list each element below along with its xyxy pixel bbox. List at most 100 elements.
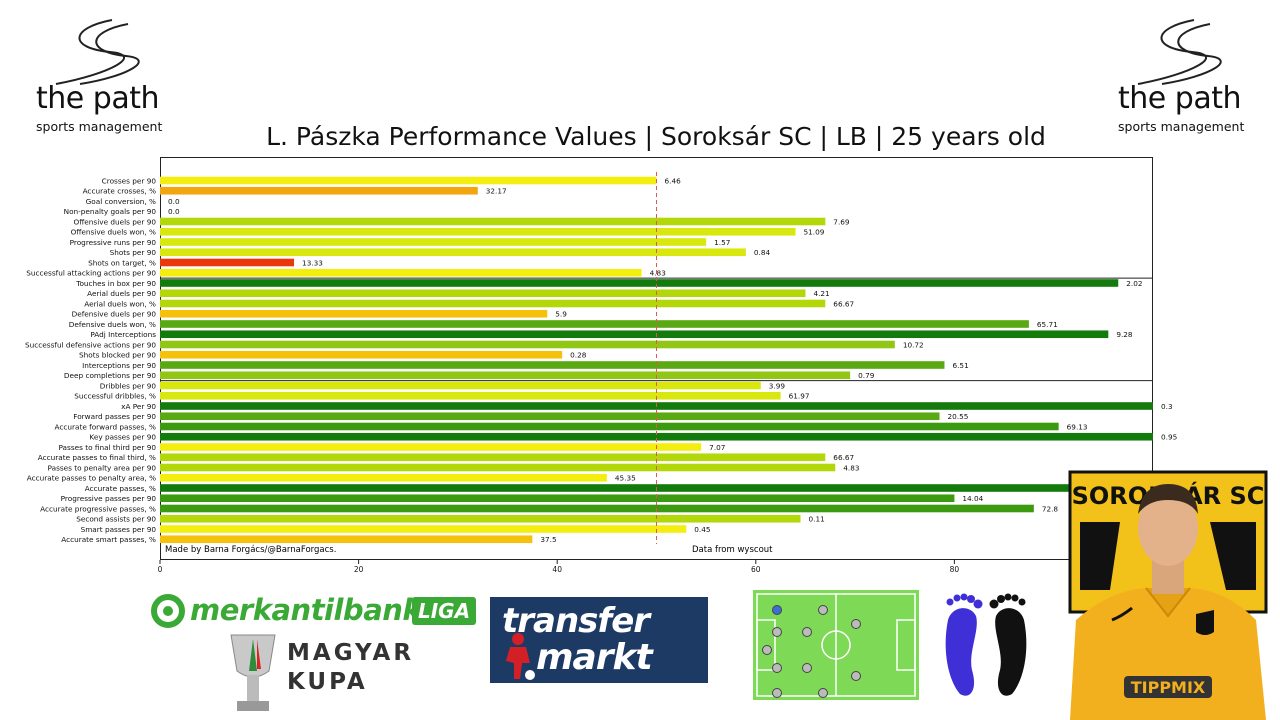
merkantil-liga-badge: LIGA (412, 597, 477, 625)
bar-value-10: 2.02 (1126, 279, 1142, 288)
x-tick-label-2: 40 (552, 565, 562, 574)
bar-8 (160, 258, 295, 267)
bar-value-1: 32.17 (486, 187, 507, 196)
bar-29 (160, 473, 607, 482)
bar-31 (160, 494, 955, 503)
bar-18 (160, 361, 945, 369)
tm-line-2: markt (536, 637, 653, 678)
bar-13 (160, 309, 548, 318)
preferred-foot-icon (945, 593, 1027, 696)
bar-label-9: Successful attacking actions per 90 (26, 269, 156, 278)
bar-16 (160, 340, 895, 349)
bar-6 (160, 238, 707, 246)
bar-21 (160, 391, 781, 400)
bar-label-19: Deep completions per 90 (64, 371, 156, 380)
bar-label-29: Accurate passes to penalty area, % (27, 474, 156, 483)
bar-label-15: PAdj Interceptions (90, 330, 156, 339)
kupa-text: MAGYAR KUPA (287, 639, 414, 697)
bar-value-4: 7.69 (833, 217, 850, 226)
performance-bar-chart: Crosses per 90 6.46 Accurate crosses, % 32.… (25, 157, 1177, 574)
bar-value-18: 6.51 (952, 361, 968, 370)
x-axis: 0 20 40 60 80 (158, 560, 960, 574)
bar-value-29: 45.35 (615, 474, 636, 483)
bar-value-20: 3.99 (769, 381, 786, 390)
bar-label-3: Non-penalty goals per 90 (64, 207, 157, 216)
bar-label-25: Key passes per 90 (89, 433, 156, 442)
bar-label-34: Smart passes per 90 (81, 525, 157, 534)
bar-value-6: 1.57 (714, 238, 731, 247)
bar-value-17: 0.28 (570, 351, 587, 360)
bar-value-34: 0.45 (694, 525, 710, 534)
bottom-logos: merkantilbank LIGA MAGYAR KUPA transfer … (0, 585, 1280, 720)
x-tick-label-1: 20 (354, 565, 364, 574)
bar-value-22: 0.3 (1161, 402, 1173, 411)
bar-23 (160, 412, 940, 421)
bar-12 (160, 299, 826, 308)
bar-label-6: Progressive runs per 90 (70, 238, 157, 247)
bar-value-11: 4.21 (813, 289, 829, 298)
bar-35 (160, 535, 533, 544)
bar-label-21: Successful dribbles, % (74, 392, 156, 401)
bar-label-23: Forward passes per 90 (73, 412, 156, 421)
bar-value-9: 4.83 (650, 269, 667, 278)
chart-title: L. Pászka Performance Values | Soroksár … (266, 122, 1046, 151)
bar-14 (160, 320, 1029, 328)
merkantilbank-liga-logo: merkantilbank LIGA (150, 591, 477, 631)
the-path-logo-right: the path sports management (1110, 18, 1250, 138)
bar-value-16: 10.72 (903, 340, 924, 349)
tm-line-1: transfer (502, 601, 650, 641)
bar-value-31: 14.04 (962, 494, 983, 503)
bar-label-8: Shots on target, % (88, 258, 156, 267)
bar-0 (160, 176, 657, 185)
bar-label-31: Progressive passes per 90 (61, 494, 157, 503)
bar-value-14: 65.71 (1037, 320, 1058, 329)
x-tick-label-4: 80 (950, 565, 960, 574)
bar-value-13: 5.9 (555, 310, 567, 319)
swoosh-icon (1137, 19, 1222, 85)
bar-label-33: Second assists per 90 (76, 515, 156, 524)
player-photo: SOROKSÁR SC TIPPMIX (1068, 470, 1268, 720)
bar-value-19: 0.79 (858, 371, 875, 380)
swoosh-icon (55, 19, 140, 85)
bar-10 (160, 279, 1119, 287)
bar-value-26: 7.07 (709, 443, 726, 452)
bar-value-27: 66.67 (833, 453, 854, 462)
transfermarkt-logo: transfer markt (490, 597, 708, 683)
merkantil-ring-icon (151, 594, 185, 628)
bar-9 (160, 268, 642, 277)
bar-28 (160, 463, 836, 472)
bar-value-21: 61.97 (789, 392, 810, 401)
bar-17 (160, 350, 563, 359)
bar-5 (160, 227, 796, 236)
bar-label-35: Accurate smart passes, % (61, 535, 156, 544)
bar-value-32: 72.8 (1042, 504, 1059, 513)
kupa-line-2: KUPA (287, 668, 368, 695)
bar-1 (160, 186, 478, 195)
bar-4 (160, 217, 826, 226)
bar-label-24: Accurate forward passes, % (54, 422, 156, 431)
jersey-sponsor: TIPPMIX (1131, 678, 1206, 697)
bar-label-10: Touches in box per 90 (75, 279, 156, 288)
bar-value-5: 51.09 (804, 228, 825, 237)
bar-value-24: 69.13 (1067, 422, 1088, 431)
bar-27 (160, 453, 826, 462)
bar-value-23: 20.55 (948, 412, 969, 421)
merkantil-text: merkantilbank (190, 593, 422, 627)
bar-label-11: Aerial duels per 90 (87, 289, 156, 298)
bar-value-2: 0.0 (168, 197, 180, 206)
bar-value-28: 4.83 (843, 463, 860, 472)
bar-value-35: 37.5 (540, 535, 556, 544)
bar-34 (160, 525, 687, 533)
bar-15 (160, 330, 1109, 339)
bar-7 (160, 248, 746, 257)
bar-label-22: xA Per 90 (121, 402, 156, 411)
bar-label-26: Passes to final third per 90 (58, 443, 156, 452)
bar-label-4: Offensive duels per 90 (74, 217, 157, 226)
bar-label-27: Accurate passes to final third, % (38, 453, 156, 462)
bar-label-1: Accurate crosses, % (83, 187, 157, 196)
credit-left: Made by Barna Forgács/@BarnaForgacs. (165, 545, 336, 555)
bar-label-5: Offensive duels won, % (71, 228, 156, 237)
the-path-logo-left: the path sports management (28, 18, 168, 138)
bar-value-33: 0.11 (808, 515, 824, 524)
logo-sub-text: sports management (36, 119, 163, 134)
